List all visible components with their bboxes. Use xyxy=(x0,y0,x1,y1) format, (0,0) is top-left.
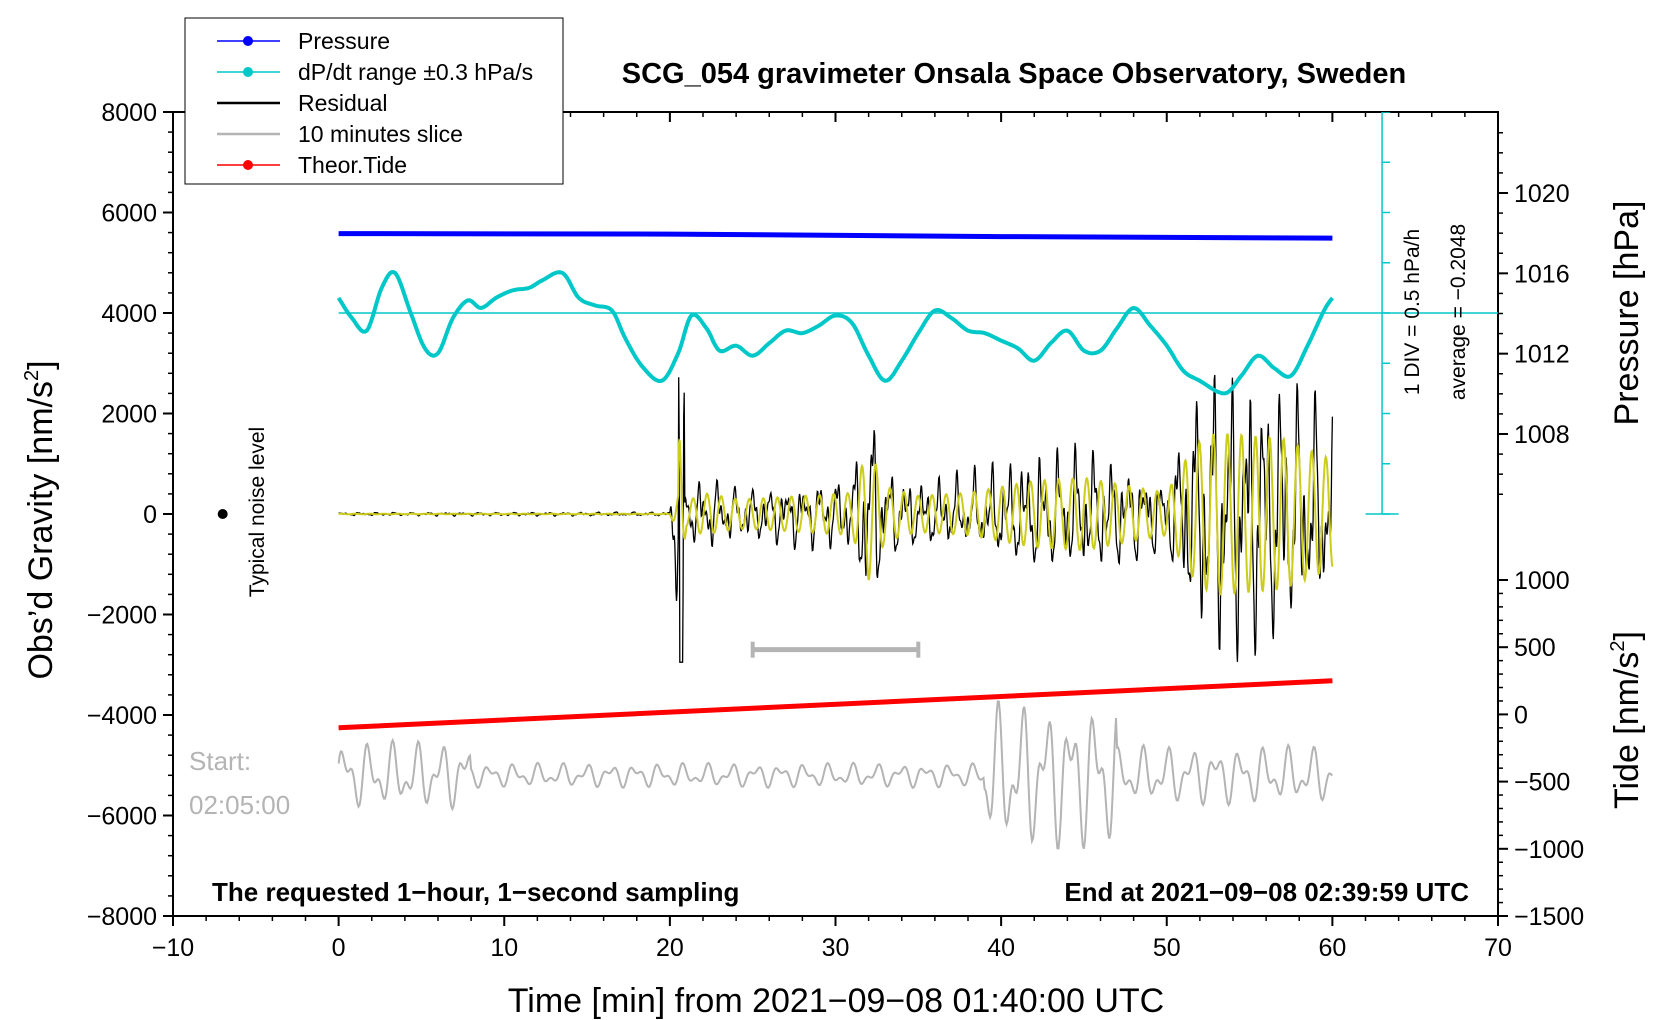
tide-tick-label: 500 xyxy=(1514,634,1556,662)
x-tick-label: 30 xyxy=(822,934,850,962)
y-axis-tide-label-main: Tide [nm/s xyxy=(1608,652,1646,809)
div-scale xyxy=(1365,112,1399,515)
legend-label: dP/dt range ±0.3 hPa/s xyxy=(298,59,533,85)
legend-marker xyxy=(243,160,253,170)
tide-tick-label: 0 xyxy=(1514,701,1528,729)
x-tick-label: −10 xyxy=(152,934,194,962)
x-tick-label: 20 xyxy=(656,934,684,962)
y-tick-label: −6000 xyxy=(87,803,157,831)
y-axis-left: 8000 6000 4000 2000 0 −2000 −4000 −6000 −8000 xyxy=(87,99,173,931)
legend: Pressure dP/dt range ±0.3 hPa/s Residual 10… xyxy=(184,17,564,185)
legend-label: Residual xyxy=(298,90,388,116)
pressure-series xyxy=(338,231,1333,241)
y-axis-left-label-main: Obs’d Gravity [nm/s xyxy=(22,381,60,680)
tide-tick-label: −1000 xyxy=(1514,836,1584,864)
y-tick-label: 0 xyxy=(143,501,157,529)
legend-label: Theor.Tide xyxy=(298,152,407,178)
legend-marker xyxy=(243,36,253,46)
filtered-series xyxy=(338,432,1334,596)
typical-noise-label: Typical noise level xyxy=(246,427,269,597)
y-axis-tide-label-sup: 2 xyxy=(1607,640,1629,651)
dpdt-series xyxy=(336,269,1335,396)
y-axis-tide-label: Tide [nm/s2] xyxy=(1607,631,1646,809)
y-axis-right: 1020 1016 1012 1008 1000 500 0 −500 −1000 −1500 xyxy=(1498,132,1584,931)
y-tick-label: 8000 xyxy=(101,99,157,127)
start-time: 02:05:00 xyxy=(189,790,290,820)
start-label: Start: xyxy=(189,746,251,776)
noise-marker xyxy=(217,509,228,519)
y-axis-left-label-sup: 2 xyxy=(21,370,43,381)
tide-series xyxy=(338,678,1333,731)
residual-series xyxy=(338,374,1334,663)
slice-bracket xyxy=(750,641,921,658)
legend-items: Pressure dP/dt range ±0.3 hPa/s Residual 10… xyxy=(217,28,533,178)
pressure-tick-label: 1012 xyxy=(1514,341,1570,369)
x-tick-label: 10 xyxy=(490,934,518,962)
x-tick-label: 70 xyxy=(1484,934,1512,962)
x-tick-label: 50 xyxy=(1153,934,1181,962)
sampling-note: The requested 1−hour, 1−second sampling xyxy=(212,877,739,907)
pressure-tick-label: 1020 xyxy=(1514,180,1570,208)
legend-label: Pressure xyxy=(298,28,390,54)
chart-title: SCG_054 gravimeter Onsala Space Observat… xyxy=(622,58,1406,90)
y-tick-label: 6000 xyxy=(101,200,157,228)
y-tick-label: −2000 xyxy=(87,602,157,630)
y-axis-left-label: Obs’d Gravity [nm/s2] xyxy=(21,360,60,679)
tide-tick-label: −1500 xyxy=(1514,903,1584,931)
x-axis: −10 0 10 20 30 40 50 60 70 xyxy=(152,112,1512,962)
y-tick-label: 2000 xyxy=(101,401,157,429)
end-time-note: End at 2021−09−08 02:39:59 UTC xyxy=(1064,877,1469,907)
slice-series xyxy=(337,700,1333,850)
x-tick-label: 0 xyxy=(332,934,346,962)
pressure-tick-label: 1008 xyxy=(1514,421,1570,449)
y-axis-pressure-label: Pressure [hPa] xyxy=(1608,201,1646,426)
y-tick-label: 4000 xyxy=(101,300,157,328)
x-tick-label: 60 xyxy=(1318,934,1346,962)
div-label: 1 DIV = 0.5 hPa/h xyxy=(1401,229,1424,395)
y-tick-label: −8000 xyxy=(87,903,157,931)
y-axis-tide-label-close: ] xyxy=(1608,631,1646,640)
average-label: average = −0.2048 xyxy=(1447,224,1470,400)
tide-tick-label: 1000 xyxy=(1514,567,1570,595)
x-tick-label: 40 xyxy=(987,934,1015,962)
y-axis-left-label-close: ] xyxy=(22,360,60,369)
legend-label: 10 minutes slice xyxy=(298,121,463,147)
pressure-tick-label: 1016 xyxy=(1514,260,1570,288)
x-axis-label: Time [min] from 2021−09−08 01:40:00 UTC xyxy=(508,982,1164,1020)
legend-marker xyxy=(243,67,253,77)
tide-tick-label: −500 xyxy=(1514,769,1570,797)
y-tick-label: −4000 xyxy=(87,702,157,730)
